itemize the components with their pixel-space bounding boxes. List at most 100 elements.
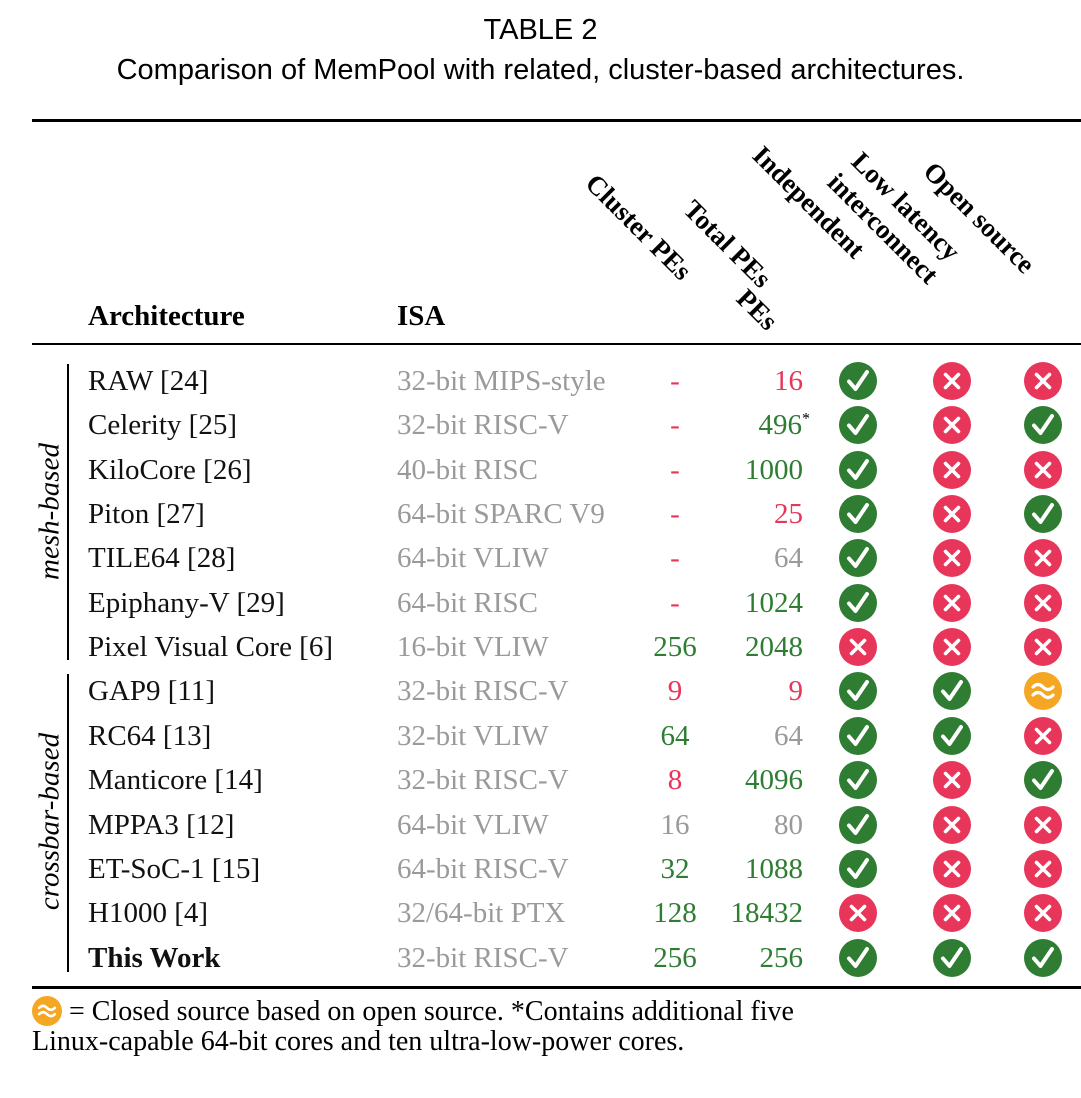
cross-icon — [1024, 716, 1062, 755]
table-row: Manticore [14] 32-bit RISC-V 8 4096 — [0, 758, 1081, 802]
check-icon — [933, 938, 971, 977]
total-pes-value: 1000 — [745, 453, 803, 486]
isa-cell: 32-bit RISC-V — [397, 764, 569, 797]
header-total-pes: Total PEs — [677, 194, 778, 294]
cross-icon — [1024, 805, 1062, 844]
table-row: Piton [27] 64-bit SPARC V9 - 25 — [0, 492, 1081, 536]
cross-icon — [1024, 628, 1062, 667]
total-pes-cell: 4096 — [705, 762, 803, 798]
cross-icon — [933, 495, 971, 534]
cluster-pes-cell: 16 — [660, 808, 690, 841]
architecture-cell: ET-SoC-1 [15] — [88, 852, 261, 885]
architecture-cell: Manticore [14] — [88, 764, 263, 797]
architecture-cell: This Work — [88, 941, 221, 974]
total-pes-cell: 1024 — [705, 585, 803, 621]
cross-icon — [839, 628, 877, 667]
total-pes-value: 496 — [758, 409, 803, 442]
total-pes-value: 18432 — [730, 897, 804, 930]
table-row: Celerity [25] 32-bit RISC-V -496* — [0, 403, 1081, 447]
architecture-cell: TILE64 [28] — [88, 542, 236, 575]
mesh-group-bar — [67, 364, 69, 660]
cross-icon — [933, 894, 971, 933]
check-icon — [839, 938, 877, 977]
isa-cell: 40-bit RISC — [397, 453, 538, 486]
mid-rule — [32, 343, 1081, 345]
cross-icon — [933, 406, 971, 445]
check-icon — [839, 495, 877, 534]
cluster-pes-cell: - — [670, 409, 680, 442]
cluster-pes-cell: - — [670, 365, 680, 397]
cross-icon — [933, 805, 971, 844]
bottom-rule — [32, 986, 1081, 989]
total-pes-cell: 256 — [705, 940, 804, 976]
total-pes-value: 1024 — [745, 586, 803, 619]
cross-icon — [1024, 849, 1062, 888]
table-row: Epiphany-V [29] 64-bit RISC - 1024 — [0, 581, 1081, 625]
footnote-marker: * — [802, 410, 810, 428]
isa-cell: 64-bit SPARC V9 — [397, 498, 605, 531]
table-row: H1000 [4] 32/64-bit PTX 128 18432 — [0, 891, 1081, 935]
isa-cell: 32-bit RISC-V — [397, 409, 569, 442]
header-independent-2: PEs — [730, 283, 784, 337]
table-row: TILE64 [28] 64-bit VLIW - 64 — [0, 536, 1081, 580]
isa-cell: 64-bit VLIW — [397, 542, 549, 575]
total-pes-value: 64 — [774, 719, 803, 752]
cluster-pes-cell: 64 — [660, 719, 690, 752]
total-pes-cell: 2048 — [705, 629, 803, 665]
check-icon — [839, 672, 877, 711]
cross-icon — [933, 849, 971, 888]
cross-icon — [1024, 450, 1062, 489]
total-pes-cell: 80 — [705, 807, 803, 843]
approx-icon — [32, 996, 62, 1026]
architecture-cell: H1000 [4] — [88, 897, 209, 930]
cluster-pes-cell: 256 — [653, 631, 697, 664]
check-icon — [1024, 495, 1062, 534]
check-icon — [839, 849, 877, 888]
total-pes-cell: 18432 — [705, 895, 804, 931]
crossbar-group-bar — [67, 674, 69, 972]
architecture-cell: Epiphany-V [29] — [88, 586, 285, 619]
cluster-pes-cell: - — [670, 498, 680, 531]
total-pes-value: 4096 — [745, 764, 803, 797]
check-icon — [839, 450, 877, 489]
table-row: GAP9 [11] 32-bit RISC-V 9 9 — [0, 669, 1081, 713]
table-row: MPPA3 [12] 64-bit VLIW 16 80 — [0, 803, 1081, 847]
cluster-pes-cell: 32 — [660, 852, 690, 885]
total-pes-value: 16 — [774, 365, 803, 397]
isa-cell: 64-bit VLIW — [397, 808, 549, 841]
cluster-pes-cell: - — [670, 453, 680, 486]
total-pes-value: 256 — [759, 941, 804, 974]
total-pes-cell: 64 — [705, 718, 803, 754]
cross-icon — [1024, 362, 1062, 400]
cross-icon — [933, 761, 971, 800]
header-isa: ISA — [397, 300, 446, 332]
check-icon — [839, 406, 877, 445]
total-pes-cell: 25 — [705, 496, 803, 532]
cluster-pes-cell: - — [670, 542, 680, 575]
architecture-cell: Pixel Visual Core [6] — [88, 631, 333, 664]
total-pes-cell: 496* — [705, 407, 811, 443]
header-cluster-pes: Cluster PEs — [579, 168, 698, 286]
check-icon — [1024, 406, 1062, 445]
total-pes-cell: 1000 — [705, 452, 803, 488]
check-icon — [839, 583, 877, 622]
cluster-pes-cell: - — [670, 586, 680, 619]
table-caption: Comparison of MemPool with related, clus… — [116, 54, 965, 86]
cluster-pes-cell: 8 — [667, 764, 683, 797]
total-pes-value: 80 — [774, 808, 803, 841]
cross-icon — [1024, 894, 1062, 933]
isa-cell: 64-bit RISC-V — [397, 852, 569, 885]
cross-icon — [933, 362, 971, 400]
top-rule — [32, 119, 1081, 122]
architecture-cell: Piton [27] — [88, 498, 205, 531]
table-row: RAW [24] 32-bit MIPS-style - 16 — [0, 359, 1081, 403]
cluster-pes-cell: 128 — [653, 897, 697, 930]
architecture-cell: RC64 [13] — [88, 719, 212, 752]
check-icon — [839, 805, 877, 844]
isa-cell: 32-bit MIPS-style — [397, 365, 606, 397]
cluster-pes-cell: 9 — [667, 675, 683, 708]
architecture-cell: RAW [24] — [88, 365, 209, 397]
cross-icon — [1024, 583, 1062, 622]
table-row: KiloCore [26] 40-bit RISC - 1000 — [0, 448, 1081, 492]
check-icon — [839, 716, 877, 755]
